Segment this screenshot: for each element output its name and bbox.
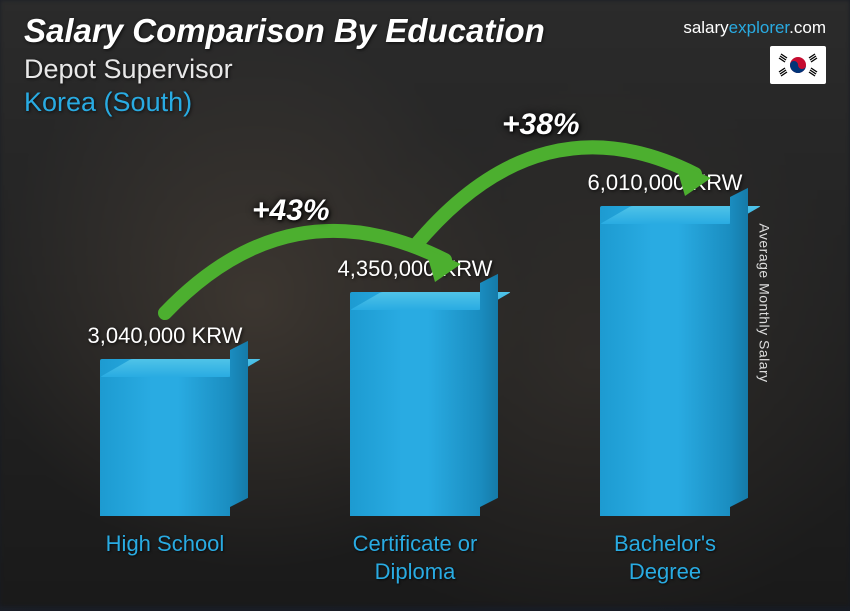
bar-group: 3,040,000 KRW High School xyxy=(65,323,265,586)
brand-part3: .com xyxy=(789,18,826,37)
country-flag-icon xyxy=(770,46,826,84)
bar-chart: 3,040,000 KRW High School 4,350,000 KRW … xyxy=(40,140,790,586)
bar-group: 6,010,000 KRW Bachelor'sDegree xyxy=(565,170,765,586)
bar-side-face xyxy=(730,188,748,507)
bar-front-face xyxy=(100,359,230,516)
bar-category-label: Certificate orDiploma xyxy=(353,530,478,586)
job-title: Depot Supervisor xyxy=(24,54,826,85)
brand-part2: explorer xyxy=(729,18,789,37)
location: Korea (South) xyxy=(24,87,826,118)
bar-side-face xyxy=(480,274,498,507)
bar xyxy=(600,206,730,516)
bar-value-label: 3,040,000 KRW xyxy=(88,323,243,349)
bar xyxy=(100,359,230,516)
bar-side-face xyxy=(230,341,248,507)
brand-part1: salary xyxy=(683,18,728,37)
bar-front-face xyxy=(350,292,480,516)
brand-logo: salaryexplorer.com xyxy=(683,18,826,38)
percent-increase-label: +43% xyxy=(252,194,330,228)
bar-category-label: High School xyxy=(106,530,225,586)
bar xyxy=(350,292,480,516)
bar-value-label: 4,350,000 KRW xyxy=(338,256,493,282)
bar-category-label: Bachelor'sDegree xyxy=(614,530,716,586)
y-axis-label: Average Monthly Salary xyxy=(756,223,772,382)
bar-front-face xyxy=(600,206,730,516)
bar-value-label: 6,010,000 KRW xyxy=(588,170,743,196)
bar-group: 4,350,000 KRW Certificate orDiploma xyxy=(315,256,515,586)
